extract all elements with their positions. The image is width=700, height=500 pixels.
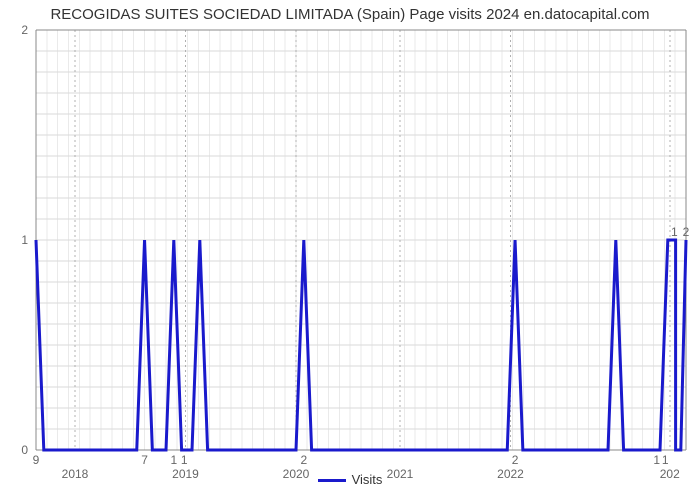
y-tick-label: 2 bbox=[21, 23, 28, 37]
legend-label: Visits bbox=[352, 472, 383, 487]
y-tick-label: 0 bbox=[21, 443, 28, 457]
value-label: 2 bbox=[683, 225, 690, 239]
value-label: 1 bbox=[662, 453, 669, 467]
value-label: 7 bbox=[141, 453, 148, 467]
legend: Visits bbox=[0, 472, 700, 487]
chart-plot: 012201820192020202120222029711221112 bbox=[0, 0, 700, 500]
chart-root: RECOGIDAS SUITES SOCIEDAD LIMITADA (Spai… bbox=[0, 0, 700, 500]
value-label: 9 bbox=[33, 453, 40, 467]
value-label: 1 bbox=[653, 453, 660, 467]
legend-swatch bbox=[318, 479, 346, 482]
value-label: 1 bbox=[671, 225, 678, 239]
y-tick-label: 1 bbox=[21, 233, 28, 247]
value-label: 2 bbox=[300, 453, 307, 467]
value-label: 2 bbox=[512, 453, 519, 467]
value-label: 1 bbox=[181, 453, 188, 467]
value-label: 1 bbox=[170, 453, 177, 467]
